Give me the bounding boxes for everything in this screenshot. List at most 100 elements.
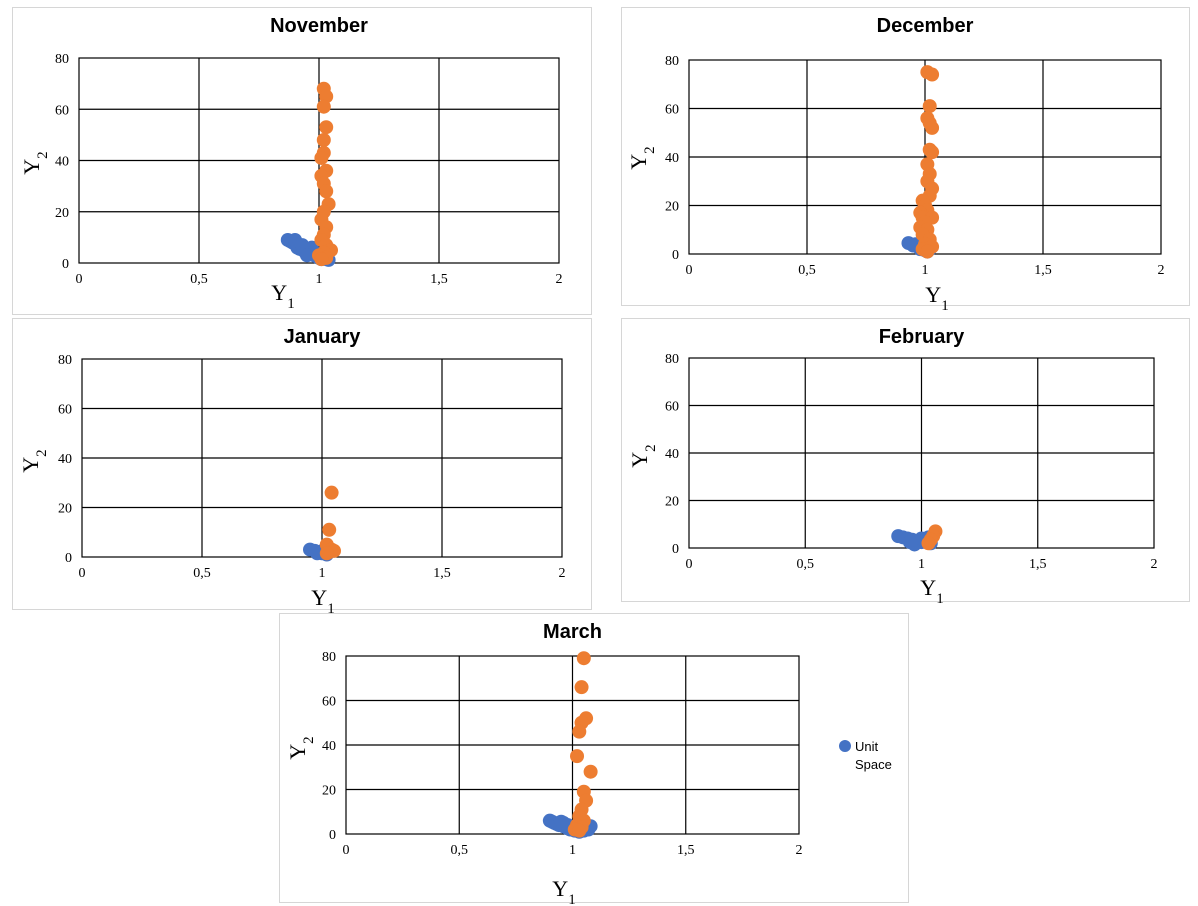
legend-label: Unit Space <box>855 739 892 772</box>
series-signal <box>312 81 338 267</box>
y-axis-label: Y2 <box>627 444 659 467</box>
data-point <box>319 120 334 135</box>
data-point <box>316 133 331 147</box>
x-axis-label: Y1 <box>271 280 294 312</box>
x-tick-label: 0,5 <box>193 566 211 581</box>
series-signal <box>567 651 598 838</box>
x-tick-label: 0,5 <box>451 843 469 858</box>
y-tick-label: 60 <box>322 695 336 710</box>
y-tick-label: 40 <box>58 452 72 467</box>
chart-panel-march: March 0 0,5 1 1,5 2 0 20 40 60 80 Y1 Y2 Unit Space <box>279 613 909 906</box>
x-tick-label: 0 <box>76 272 83 287</box>
y-axis-label: Y2 <box>626 146 658 169</box>
y-tick-label: 20 <box>665 200 679 215</box>
y-tick-label: 80 <box>55 52 69 67</box>
legend-marker <box>839 740 851 752</box>
data-point <box>322 522 337 537</box>
series-signal <box>913 65 940 259</box>
data-point <box>314 252 329 267</box>
x-axis-label: Y1 <box>920 575 943 607</box>
chart-title-november: November <box>270 15 368 37</box>
y-tick-label: 60 <box>665 103 679 118</box>
y-tick-label: 80 <box>322 650 336 665</box>
chart-panel-november: November 0 0,5 1 1,5 2 0 20 40 60 80 Y1 Y2 <box>12 7 592 315</box>
x-tick-label: 1 <box>569 843 576 858</box>
chart-title-december: December <box>877 15 974 37</box>
series-signal <box>319 485 341 561</box>
y-tick-label: 0 <box>329 828 336 843</box>
y-tick-label: 40 <box>322 739 336 754</box>
y-axis-label: Y2 <box>18 449 50 472</box>
data-point <box>576 651 591 666</box>
data-point <box>300 248 314 263</box>
data-point <box>572 724 587 739</box>
chart-title-february: February <box>879 326 965 348</box>
x-tick-label: 0 <box>686 557 693 572</box>
x-tick-label: 1 <box>319 566 326 581</box>
x-tick-label: 1,5 <box>677 843 695 858</box>
x-tick-label: 1,5 <box>430 272 448 287</box>
y-tick-label: 40 <box>665 151 679 166</box>
x-tick-label: 2 <box>559 566 566 581</box>
data-point <box>574 680 589 695</box>
data-point <box>902 535 917 550</box>
data-point <box>920 244 935 259</box>
x-tick-label: 0 <box>343 843 350 858</box>
x-tick-label: 2 <box>1158 263 1165 278</box>
data-point <box>314 150 329 165</box>
x-axis-label: Y1 <box>311 585 334 617</box>
y-tick-label: 20 <box>665 495 679 510</box>
data-point <box>922 99 937 114</box>
x-tick-label: 0,5 <box>190 272 208 287</box>
x-axis-label: Y1 <box>925 282 948 314</box>
x-tick-label: 2 <box>1151 557 1158 572</box>
y-tick-label: 0 <box>62 257 69 272</box>
data-point <box>925 67 940 82</box>
y-tick-label: 0 <box>672 542 679 557</box>
x-tick-label: 0,5 <box>797 557 815 572</box>
x-tick-label: 0,5 <box>798 263 816 278</box>
data-point <box>324 485 339 500</box>
data-point <box>572 823 587 838</box>
x-tick-label: 2 <box>796 843 803 858</box>
chart-panel-february: February 0 0,5 1 1,5 2 0 20 40 60 80 Y1 Y2 <box>621 318 1190 607</box>
y-tick-label: 60 <box>665 400 679 415</box>
y-axis-label: Y2 <box>285 736 317 759</box>
x-tick-label: 1,5 <box>1029 557 1047 572</box>
data-point <box>925 145 940 160</box>
chart-panel-january: January 0 0,5 1 1,5 2 0 20 40 60 80 Y1 Y2 <box>12 318 592 617</box>
x-tick-label: 0 <box>686 263 693 278</box>
x-tick-label: 1,5 <box>1034 263 1052 278</box>
x-tick-label: 2 <box>556 272 563 287</box>
y-tick-label: 60 <box>58 403 72 418</box>
data-point <box>921 536 936 551</box>
data-point <box>925 120 940 135</box>
data-point <box>310 546 325 561</box>
data-point <box>570 749 585 764</box>
x-tick-label: 1 <box>316 272 323 287</box>
y-tick-label: 0 <box>65 551 72 566</box>
y-tick-label: 80 <box>665 352 679 367</box>
data-point <box>319 184 334 199</box>
y-tick-label: 80 <box>58 353 72 368</box>
data-point <box>583 764 598 779</box>
x-tick-label: 1 <box>918 557 925 572</box>
y-tick-label: 40 <box>665 447 679 462</box>
series-signal <box>921 524 943 551</box>
y-tick-label: 60 <box>55 103 69 118</box>
y-tick-label: 0 <box>672 248 679 263</box>
x-tick-label: 1 <box>922 263 929 278</box>
y-axis-label: Y2 <box>19 151 51 174</box>
x-tick-label: 0 <box>79 566 86 581</box>
y-tick-label: 40 <box>55 155 69 170</box>
legend: Unit Space <box>839 739 892 772</box>
chart-title-march: March <box>543 621 602 643</box>
data-point <box>316 99 331 114</box>
chart-panel-december: December 0 0,5 1 1,5 2 0 20 40 60 80 Y1 Y2 <box>621 7 1190 314</box>
chart-title-january: January <box>284 326 362 348</box>
